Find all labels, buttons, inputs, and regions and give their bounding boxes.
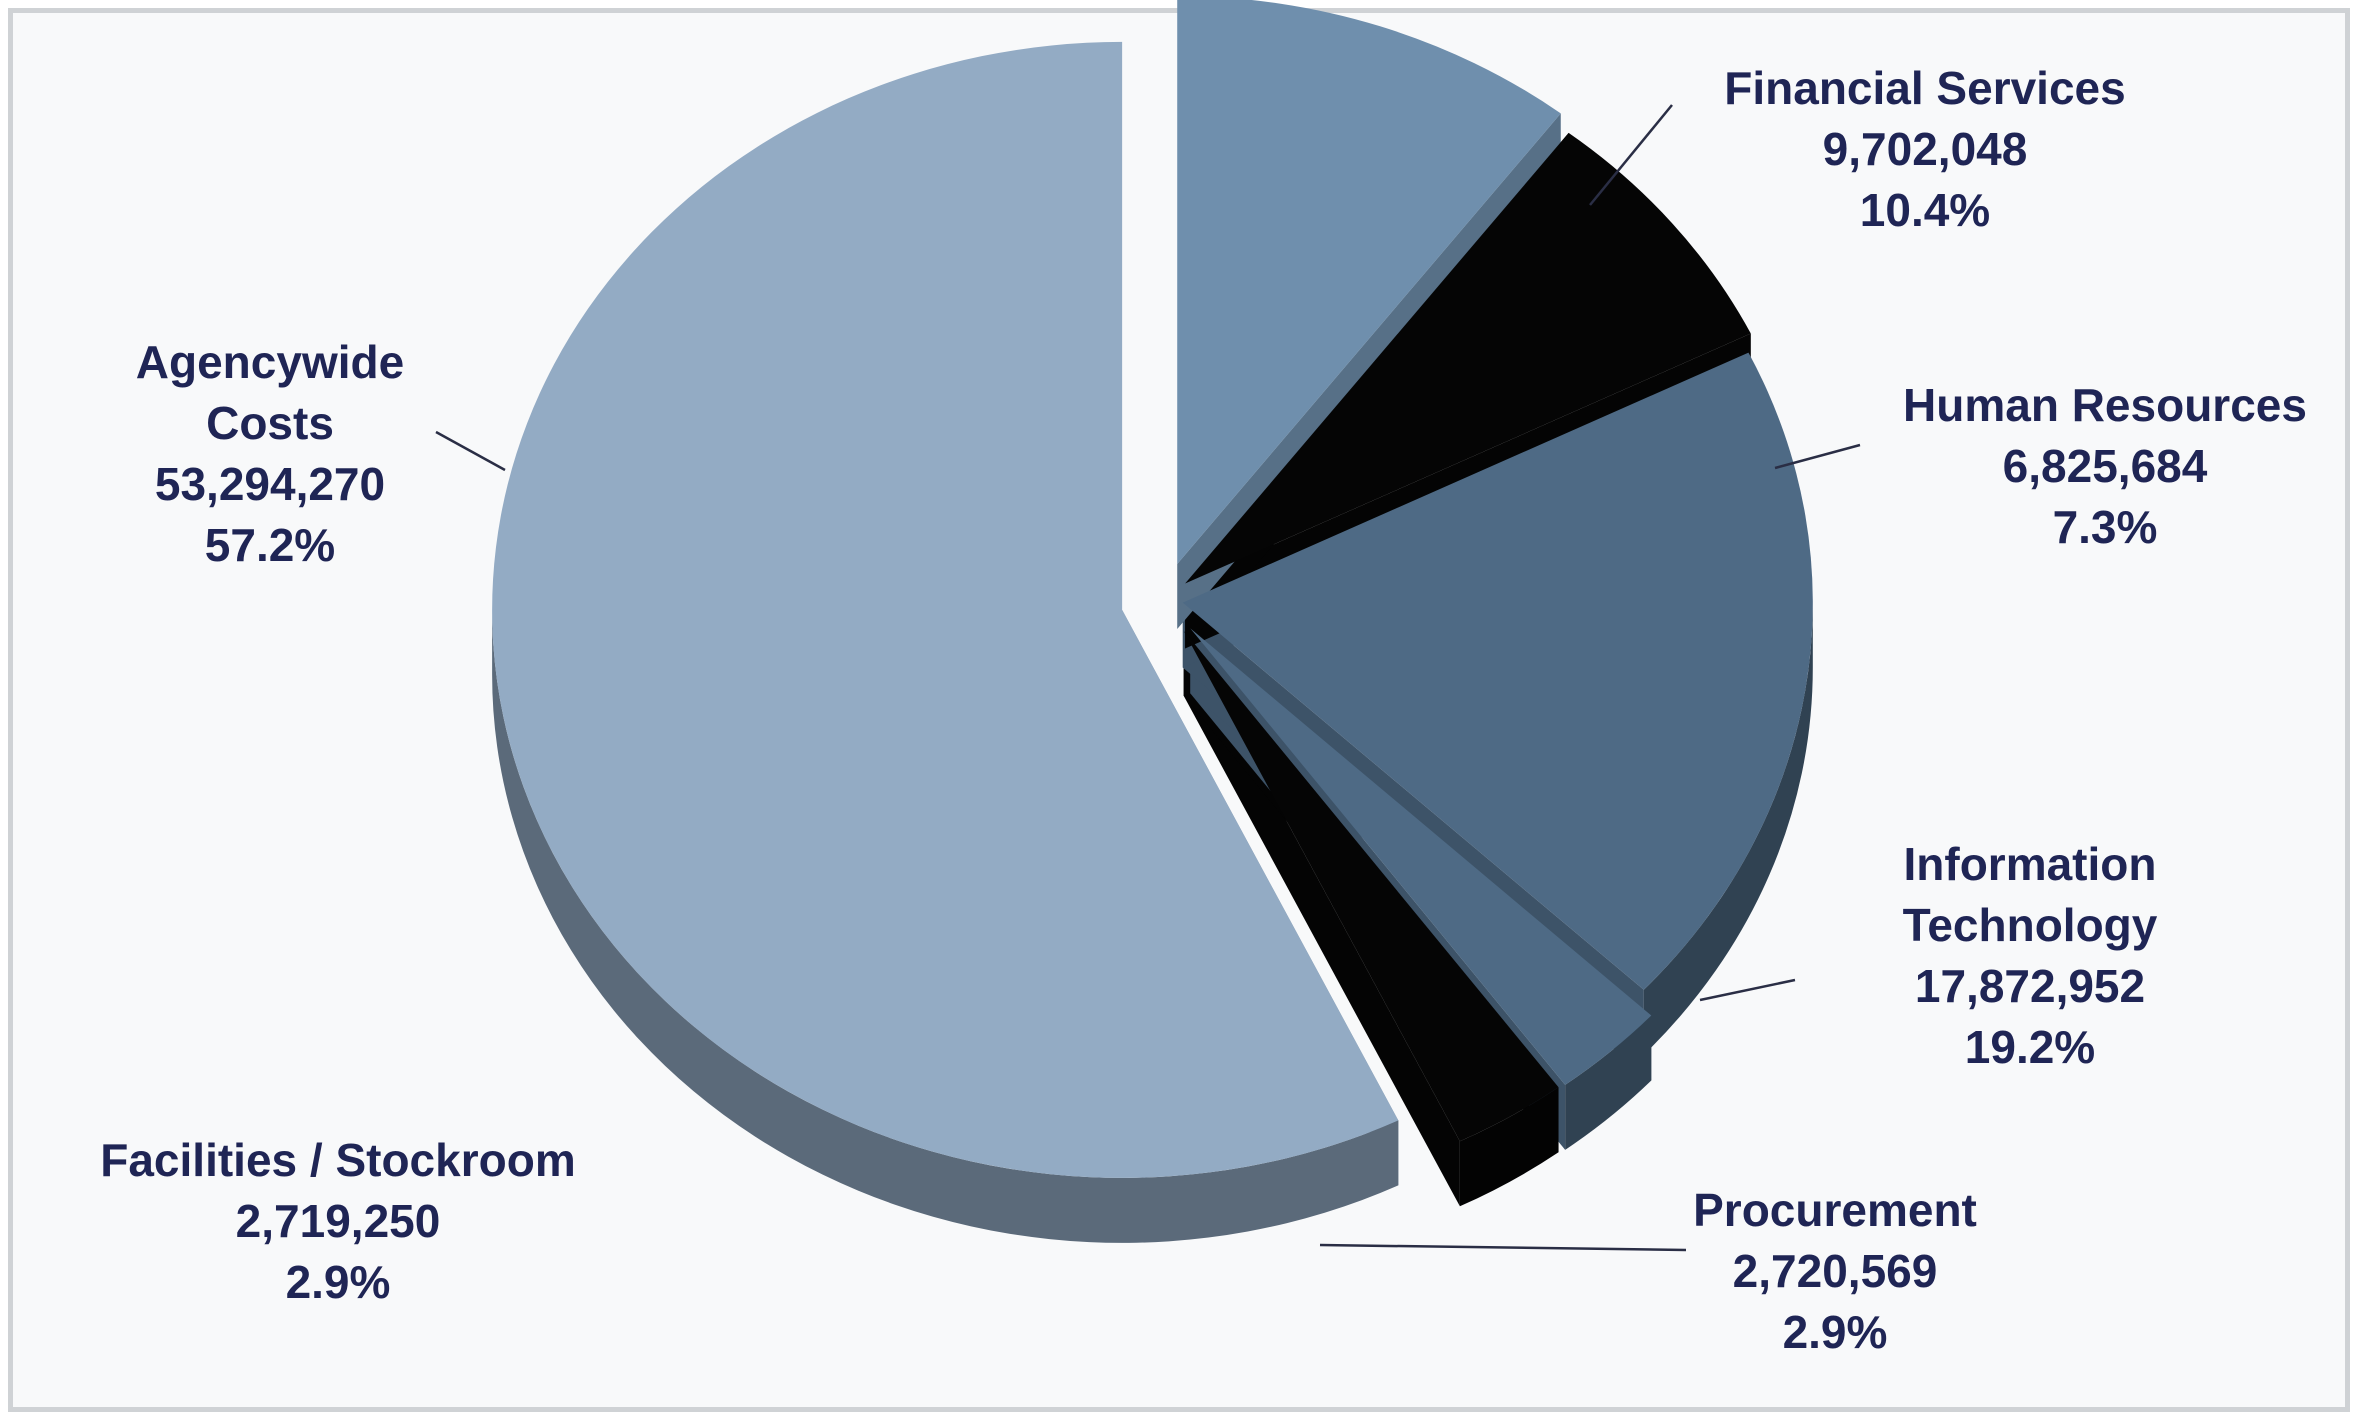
leader-line-financial-services [1589, 104, 1673, 206]
slice-procurement [1190, 628, 1652, 1085]
slice-financial-services [1177, 0, 1561, 565]
pie-tops [492, 0, 1813, 1178]
label-human-resources: Human Resources 6,825,684 7.3% [1903, 379, 2307, 553]
label-procurement: Procurement 2,720,569 2.9% [1693, 1184, 1977, 1358]
leader-line-human-resources [1774, 443, 1861, 470]
slice-side-agencywide-costs [492, 609, 1399, 1243]
slice-labels: Financial Services 9,702,048 10.4% Human Re… [100, 62, 2307, 1358]
slice-agencywide-costs [492, 41, 1399, 1178]
label-financial-services: Financial Services 9,702,048 10.4% [1724, 62, 2125, 236]
slice-label-value: 6,825,684 [2003, 440, 2208, 492]
slice-label-percent: 2.9% [286, 1256, 391, 1308]
slice-label-percent: 7.3% [2053, 501, 2158, 553]
slice-label-percent: 19.2% [1965, 1021, 2095, 1073]
leader-line-information-technology [1699, 978, 1796, 1002]
slice-label-name: Human Resources [1903, 379, 2307, 431]
label-agencywide-costs: Agencywide Costs 53,294,270 57.2% [136, 336, 404, 571]
leader-line-agencywide-costs [435, 430, 506, 472]
slice-label-value: 9,702,048 [1823, 123, 2028, 175]
slice-label-value: 17,872,952 [1915, 960, 2145, 1012]
slice-human-resources [1185, 132, 1751, 584]
slice-label-value: 2,720,569 [1733, 1245, 1938, 1297]
leader-lines [435, 104, 1861, 1252]
slice-label-name: Costs [206, 397, 334, 449]
slice-information-technology [1182, 352, 1813, 990]
slice-label-name: Procurement [1693, 1184, 1977, 1236]
slice-label-name: Technology [1903, 899, 2158, 951]
slice-label-percent: 57.2% [205, 519, 335, 571]
slice-label-name: Financial Services [1724, 62, 2125, 114]
slice-label-value: 2,719,250 [236, 1195, 441, 1247]
slice-label-name: Facilities / Stockroom [100, 1134, 575, 1186]
slice-side-information-technology [1643, 602, 1813, 1055]
label-facilities-stockroom: Facilities / Stockroom 2,719,250 2.9% [100, 1134, 575, 1308]
slice-side-procurement [1565, 1015, 1652, 1150]
slice-facilities-stockroom [1183, 630, 1559, 1142]
leader-line-procurement [1319, 1243, 1687, 1252]
slice-label-name: Agencywide [136, 336, 404, 388]
slice-side-facilities-stockroom [1459, 1087, 1559, 1207]
slice-label-value: 53,294,270 [155, 458, 385, 510]
label-information-technology: Information Technology 17,872,952 19.2% [1903, 838, 2158, 1073]
slice-label-percent: 2.9% [1783, 1306, 1888, 1358]
slice-label-percent: 10.4% [1860, 184, 1990, 236]
slice-label-name: Information [1904, 838, 2157, 890]
